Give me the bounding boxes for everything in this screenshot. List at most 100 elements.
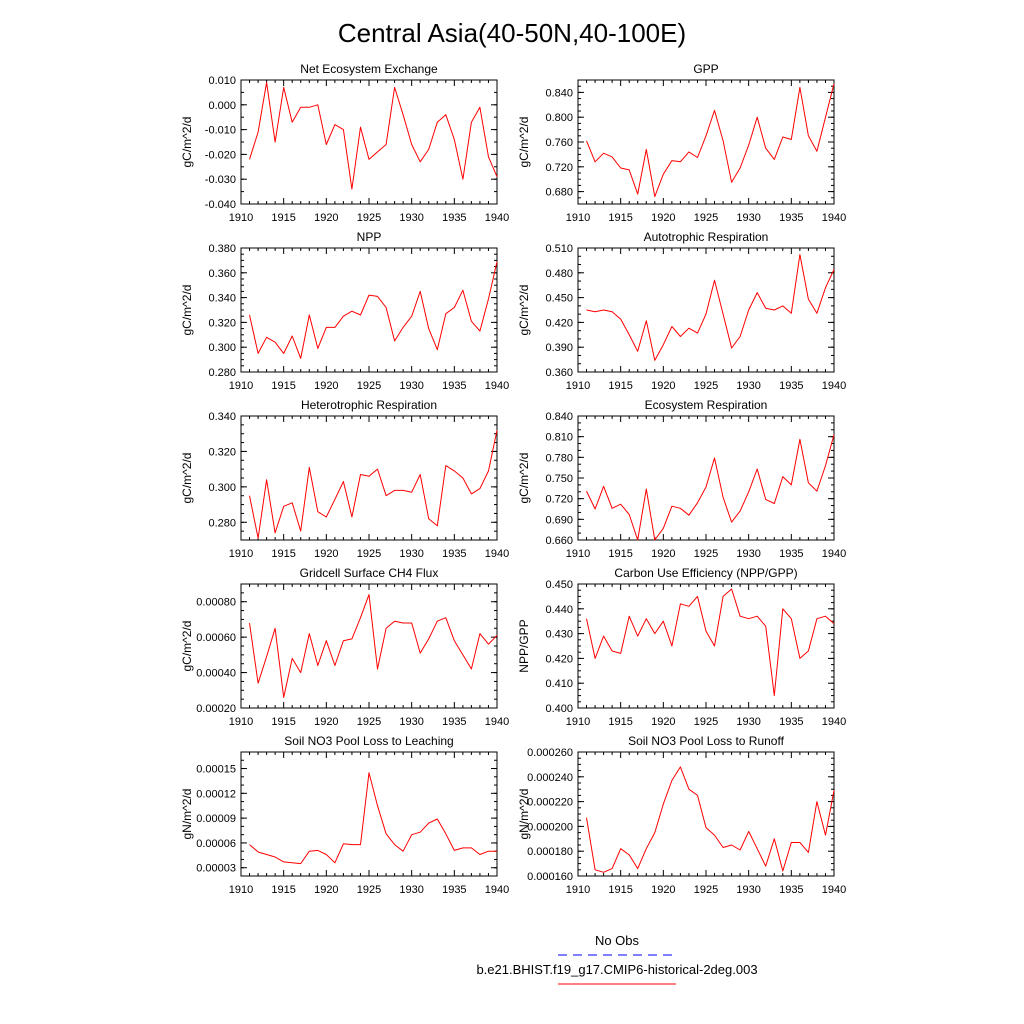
- x-tick-label: 1910: [566, 548, 590, 560]
- y-axis-label: gC/m^2/d: [180, 117, 194, 168]
- plot-frame: [240, 79, 498, 205]
- x-tick-label: 1910: [566, 716, 590, 728]
- y-tick-label: 0.450: [545, 293, 573, 305]
- x-tick-label: 1935: [442, 548, 466, 560]
- x-tick-label: 1930: [736, 884, 760, 896]
- y-tick-label: 0.000260: [527, 747, 573, 759]
- x-tick-label: 1940: [485, 716, 509, 728]
- panel-5: Heterotrophic Respiration gC/m^2/d 1910 191…: [180, 398, 509, 560]
- x-tick-label: 1910: [566, 212, 590, 224]
- x-tick-label: 1915: [271, 884, 295, 896]
- x-tick-label: 1925: [694, 716, 718, 728]
- y-tick-label: 0.320: [208, 317, 236, 329]
- series-line: [586, 254, 835, 361]
- panel-title: Soil NO3 Pool Loss to Runoff: [628, 734, 785, 748]
- series-line: [249, 772, 497, 865]
- x-tick-label: 1935: [779, 380, 803, 392]
- y-tick-label: 0.00060: [196, 632, 236, 644]
- x-tick-label: 1920: [314, 548, 338, 560]
- y-tick-label: -0.040: [205, 199, 236, 211]
- y-axis-label: gC/m^2/d: [180, 453, 194, 504]
- legend-label-model: b.e21.BHIST.f19_g17.CMIP6-historical-2de…: [476, 962, 757, 977]
- y-tick-label: 0.00040: [196, 668, 236, 680]
- x-tick-label: 1925: [694, 212, 718, 224]
- y-tick-label: 0.00015: [196, 764, 236, 776]
- x-tick-label: 1925: [694, 548, 718, 560]
- x-tick-label: 1910: [566, 380, 590, 392]
- x-tick-label: 1915: [271, 380, 295, 392]
- x-tick-label: 1930: [399, 716, 423, 728]
- panel-title: Soil NO3 Pool Loss to Leaching: [284, 734, 453, 748]
- x-tick-label: 1915: [608, 380, 632, 392]
- plot-frame: [240, 415, 498, 541]
- x-tick-label: 1935: [779, 548, 803, 560]
- y-tick-label: 0.420: [545, 317, 573, 329]
- x-tick-label: 1930: [736, 380, 760, 392]
- plot-frame: [577, 79, 835, 205]
- x-tick-label: 1920: [651, 548, 675, 560]
- x-tick-label: 1925: [357, 884, 381, 896]
- x-tick-label: 1915: [271, 716, 295, 728]
- plot-frame: [240, 751, 498, 877]
- y-tick-label: 0.000: [208, 100, 236, 112]
- y-axis-label: gC/m^2/d: [180, 621, 194, 672]
- x-tick-label: 1930: [399, 380, 423, 392]
- series-line: [249, 594, 498, 698]
- y-tick-label: 0.00012: [196, 788, 236, 800]
- x-tick-label: 1920: [314, 212, 338, 224]
- x-tick-label: 1940: [485, 212, 509, 224]
- x-tick-label: 1940: [485, 548, 509, 560]
- x-tick-label: 1910: [566, 884, 590, 896]
- x-tick-label: 1940: [485, 884, 509, 896]
- x-tick-label: 1920: [651, 212, 675, 224]
- x-tick-label: 1930: [736, 716, 760, 728]
- x-tick-label: 1935: [779, 716, 803, 728]
- series-line: [586, 766, 835, 873]
- y-tick-label: 0.840: [545, 411, 573, 423]
- x-tick-label: 1920: [651, 884, 675, 896]
- y-tick-label: 0.400: [545, 703, 573, 715]
- main-title: Central Asia(40-50N,40-100E): [338, 18, 686, 48]
- x-tick-label: 1940: [822, 716, 846, 728]
- y-tick-label: 0.660: [545, 535, 573, 547]
- x-tick-label: 1930: [736, 212, 760, 224]
- y-tick-label: 0.440: [545, 604, 573, 616]
- x-tick-label: 1925: [357, 212, 381, 224]
- plot-frame: [240, 247, 498, 373]
- x-tick-label: 1915: [271, 212, 295, 224]
- x-tick-label: 1910: [229, 548, 253, 560]
- y-tick-label: 0.00003: [196, 863, 236, 875]
- y-tick-label: 0.280: [208, 517, 236, 529]
- x-tick-label: 1910: [229, 380, 253, 392]
- y-tick-label: 0.760: [545, 137, 573, 149]
- series-line: [586, 588, 835, 697]
- panel-9: Soil NO3 Pool Loss to Leaching gN/m^2/d 19…: [180, 734, 509, 896]
- x-tick-label: 1915: [271, 548, 295, 560]
- y-tick-label: 0.720: [545, 162, 573, 174]
- y-axis-label: gC/m^2/d: [517, 285, 531, 336]
- y-tick-label: 0.360: [545, 367, 573, 379]
- y-tick-label: 0.800: [545, 112, 573, 124]
- plot-frame: [577, 415, 835, 541]
- x-tick-label: 1930: [399, 548, 423, 560]
- x-tick-label: 1940: [485, 380, 509, 392]
- y-axis-label: gC/m^2/d: [180, 285, 194, 336]
- panel-title: Ecosystem Respiration: [645, 398, 768, 412]
- y-tick-label: 0.000200: [527, 821, 573, 833]
- panel-10: Soil NO3 Pool Loss to Runoff gN/m^2/d 1910…: [517, 734, 846, 896]
- y-tick-label: 0.00006: [196, 838, 236, 850]
- y-tick-label: 0.000180: [527, 846, 573, 858]
- panel-1: Net Ecosystem Exchange gC/m^2/d 1910 1915 19…: [180, 62, 509, 224]
- x-tick-label: 1940: [822, 884, 846, 896]
- y-tick-label: 0.000240: [527, 772, 573, 784]
- y-tick-label: 0.300: [208, 342, 236, 354]
- y-tick-label: 0.380: [208, 243, 236, 255]
- panel-title: Net Ecosystem Exchange: [300, 62, 438, 76]
- y-tick-label: 0.780: [545, 452, 573, 464]
- y-tick-label: 0.340: [208, 293, 236, 305]
- panel-title: Autotrophic Respiration: [644, 230, 769, 244]
- series-line: [586, 83, 835, 198]
- y-tick-label: 0.280: [208, 367, 236, 379]
- panel-4: Autotrophic Respiration gC/m^2/d 1910 1915 1…: [517, 230, 846, 392]
- panel-title: GPP: [693, 62, 718, 76]
